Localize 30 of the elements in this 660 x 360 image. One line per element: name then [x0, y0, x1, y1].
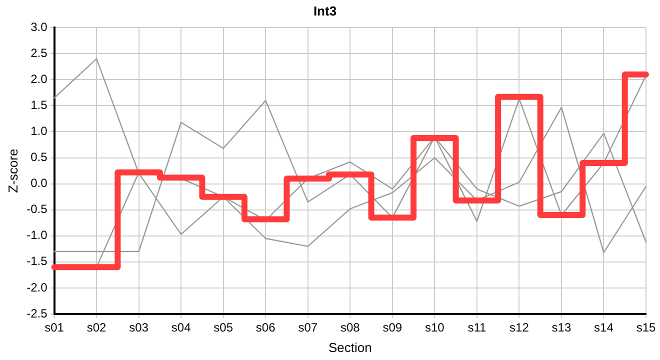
y-tick-label: 2.0: [30, 72, 48, 86]
x-tick-label: s05: [214, 320, 234, 335]
x-tick-label: s09: [382, 320, 402, 335]
x-tick-label: s06: [256, 320, 276, 335]
y-tick-label: -0.5: [26, 202, 48, 216]
y-tick-label: 0.0: [30, 176, 48, 190]
x-tick-label: s01: [44, 320, 64, 335]
y-tick-label: -1.5: [26, 254, 48, 268]
y-tick-label: 1.0: [30, 124, 48, 138]
x-tick-label: s04: [171, 320, 192, 335]
y-tick-label: 2.5: [30, 46, 48, 60]
y-tick-label: 3.0: [30, 20, 48, 34]
x-axis-title: Section: [328, 340, 372, 355]
y-tick-label: -2.0: [26, 280, 48, 294]
y-tick-label: 1.5: [30, 98, 48, 112]
x-tick-label: s11: [468, 320, 486, 335]
x-tick-label: s07: [298, 320, 318, 335]
x-tick-label: s14: [594, 320, 614, 335]
y-axis-title: Z-score: [5, 148, 20, 193]
y-tick-label: -2.5: [26, 306, 48, 320]
x-tick-label: s10: [424, 320, 445, 335]
x-tick-label: s12: [510, 320, 530, 335]
x-tick-label: s03: [129, 320, 149, 335]
x-tick-label: s02: [86, 320, 107, 335]
y-tick-label: 0.5: [30, 150, 48, 164]
y-tick-label: -1.0: [26, 228, 48, 242]
x-tick-label: s13: [552, 320, 572, 335]
x-tick-label: s08: [340, 320, 360, 335]
x-tick-label: s15: [636, 320, 656, 335]
chart-title: Int3: [313, 3, 337, 18]
